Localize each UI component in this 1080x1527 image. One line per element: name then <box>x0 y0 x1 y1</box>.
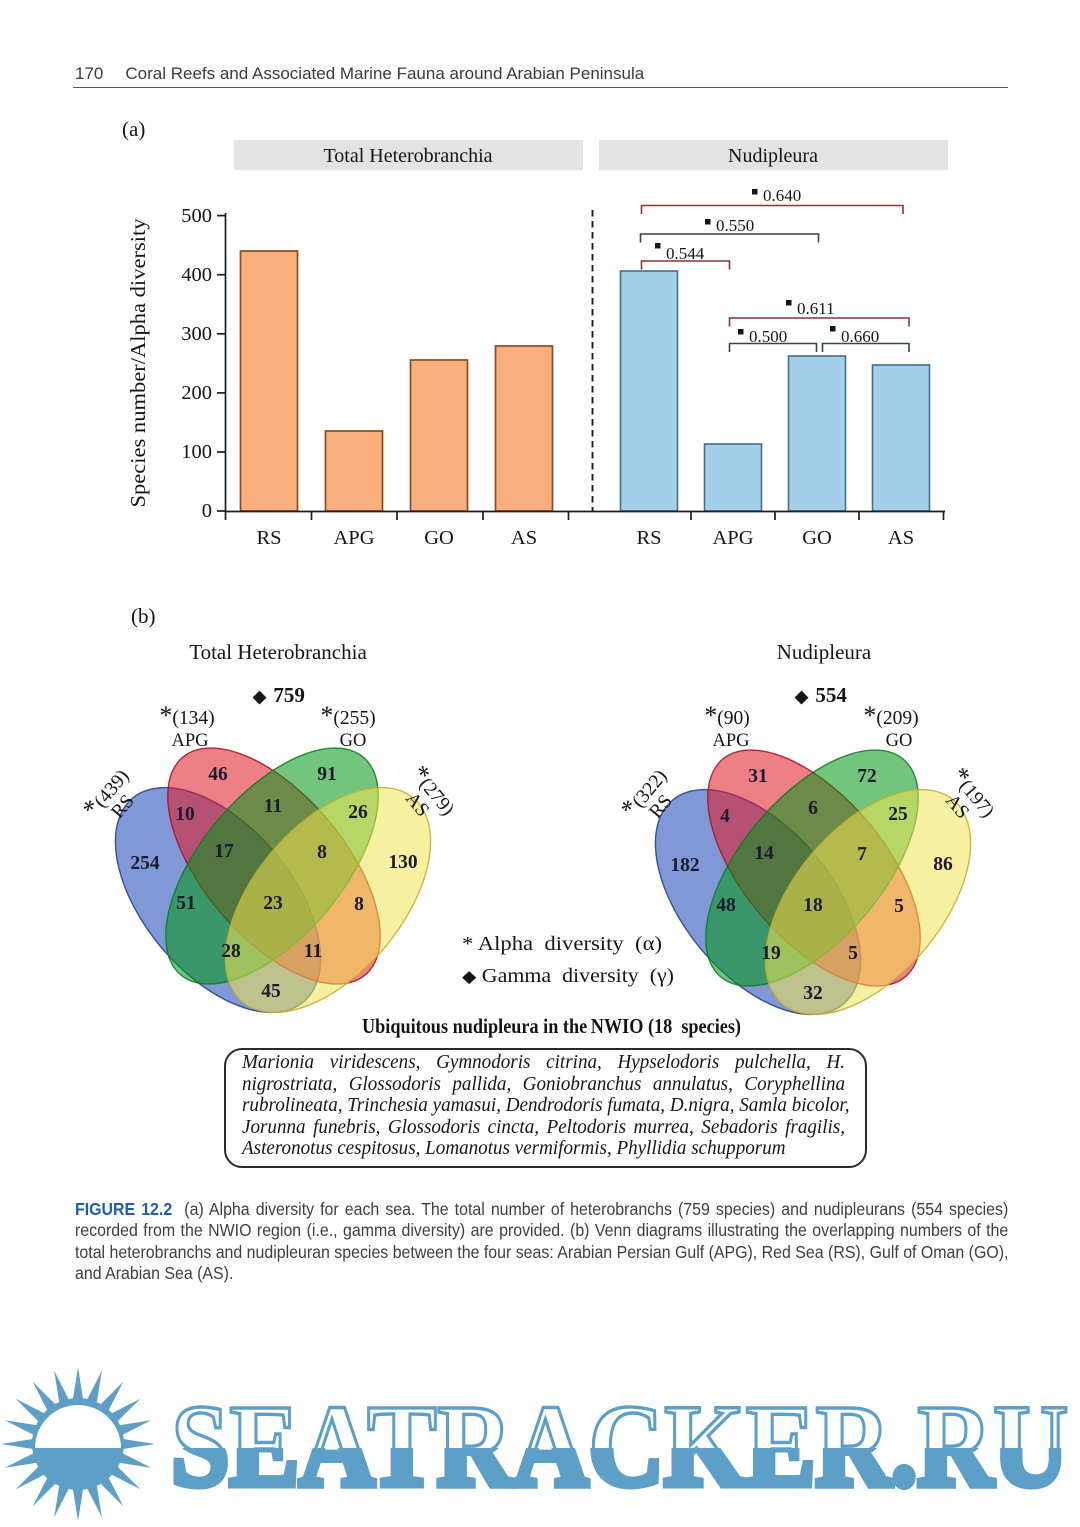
svg-text:48: 48 <box>716 895 736 916</box>
svg-text:APG: APG <box>712 527 753 549</box>
svg-text:GO: GO <box>886 731 913 751</box>
svg-text:200: 200 <box>181 382 212 404</box>
svg-text:26: 26 <box>348 802 368 823</box>
svg-text:Nudipleura: Nudipleura <box>777 640 872 664</box>
svg-text:*(134): *(134) <box>159 701 214 730</box>
svg-text:182: 182 <box>670 855 699 876</box>
svg-text:86: 86 <box>933 854 953 875</box>
svg-text:18: 18 <box>803 895 823 916</box>
svg-text:46: 46 <box>208 764 228 785</box>
svg-text:AS: AS <box>511 527 537 549</box>
svg-text:91: 91 <box>317 764 337 785</box>
svg-text:◆ 759: ◆ 759 <box>252 683 305 707</box>
svg-text:32: 32 <box>803 983 823 1004</box>
svg-text:*(255): *(255) <box>320 701 375 730</box>
svg-text:RS: RS <box>636 527 661 549</box>
svg-text:0.611: 0.611 <box>797 299 835 318</box>
svg-text:14: 14 <box>754 843 774 864</box>
svg-text:130: 130 <box>388 852 417 873</box>
svg-text:Total Heterobranchia: Total Heterobranchia <box>323 145 492 167</box>
svg-text:APG: APG <box>712 731 749 751</box>
svg-text:0.500: 0.500 <box>749 327 787 346</box>
svg-text:51: 51 <box>176 893 196 914</box>
svg-text:8: 8 <box>317 842 327 863</box>
svg-text:AS: AS <box>888 527 914 549</box>
svg-text:4: 4 <box>720 806 730 827</box>
svg-text:0.550: 0.550 <box>716 216 754 235</box>
svg-text:7: 7 <box>857 844 867 865</box>
svg-text:300: 300 <box>181 323 212 345</box>
svg-text:45: 45 <box>261 981 281 1002</box>
svg-text:100: 100 <box>181 441 212 463</box>
svg-text:25: 25 <box>888 804 908 825</box>
svg-text:APG: APG <box>171 731 208 751</box>
svg-text:400: 400 <box>181 264 212 286</box>
svg-text:5: 5 <box>894 896 904 917</box>
svg-text:11: 11 <box>304 941 322 962</box>
svg-text:0.640: 0.640 <box>763 186 801 205</box>
svg-text:Nudipleura: Nudipleura <box>728 145 818 167</box>
svg-text:Ubiquitous nudipleura in the N: Ubiquitous nudipleura in the NWIO (18 sp… <box>362 1014 741 1038</box>
svg-text:23: 23 <box>263 893 283 914</box>
svg-text:0.660: 0.660 <box>841 327 879 346</box>
svg-text:31: 31 <box>748 766 768 787</box>
svg-text:Total Heterobranchia: Total Heterobranchia <box>189 640 367 664</box>
svg-text:11: 11 <box>264 796 282 817</box>
svg-text:(a): (a) <box>122 117 145 141</box>
svg-text:◆ 554: ◆ 554 <box>794 683 847 707</box>
svg-text:17: 17 <box>214 841 234 862</box>
svg-text:GO: GO <box>802 527 832 549</box>
svg-text:APG: APG <box>333 527 374 549</box>
svg-text:10: 10 <box>175 804 195 825</box>
svg-text:Species number/Alpha diversity: Species number/Alpha diversity <box>126 218 150 507</box>
svg-text:0: 0 <box>202 500 212 522</box>
svg-text:* Alpha diversity (α): * Alpha diversity (α) <box>462 933 662 955</box>
svg-text:5: 5 <box>848 943 858 964</box>
svg-text:8: 8 <box>354 894 364 915</box>
svg-text:◆ Gamma diversity (γ): ◆ Gamma diversity (γ) <box>462 965 674 987</box>
svg-text:72: 72 <box>857 766 877 787</box>
svg-text:(b): (b) <box>131 604 156 628</box>
svg-text:19: 19 <box>761 943 781 964</box>
svg-text:254: 254 <box>130 853 160 874</box>
svg-text:*(90): *(90) <box>704 701 750 730</box>
svg-text:500: 500 <box>181 205 212 227</box>
svg-text:GO: GO <box>340 731 367 751</box>
svg-text:0.544: 0.544 <box>666 244 705 263</box>
svg-text:GO: GO <box>424 527 454 549</box>
svg-text:*(209): *(209) <box>863 701 918 730</box>
svg-text:6: 6 <box>808 798 818 819</box>
svg-text:RS: RS <box>256 527 281 549</box>
svg-text:28: 28 <box>221 941 241 962</box>
